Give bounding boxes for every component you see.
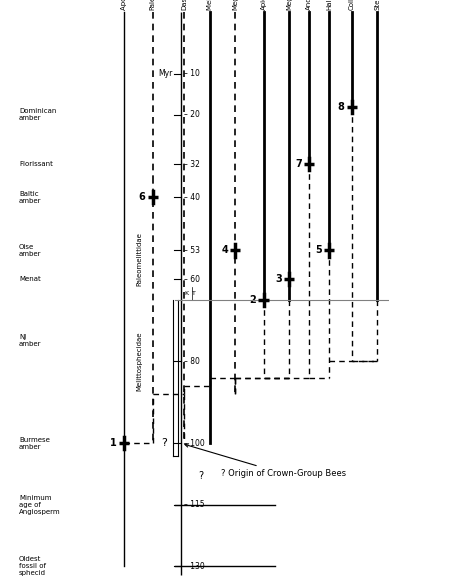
Text: 7: 7 <box>295 159 302 169</box>
Text: 1: 1 <box>110 438 117 448</box>
Text: – 130: – 130 <box>184 562 205 571</box>
Text: – 32: – 32 <box>184 160 200 168</box>
Text: – 53: – 53 <box>184 246 200 255</box>
Text: Burmese
amber: Burmese amber <box>19 437 50 450</box>
Text: 3: 3 <box>275 274 282 284</box>
Text: Dominican
amber: Dominican amber <box>19 109 56 122</box>
Text: Halictidae: Halictidae <box>326 0 332 10</box>
Text: K: K <box>184 291 188 295</box>
Text: – 40: – 40 <box>184 193 200 201</box>
Text: Colletidae: Colletidae <box>349 0 355 10</box>
Text: – 80: – 80 <box>184 357 200 366</box>
Text: Minimum
age of
Angiosperm: Minimum age of Angiosperm <box>19 495 61 515</box>
Text: ?: ? <box>161 438 167 448</box>
Text: 6: 6 <box>139 192 146 202</box>
Text: Apidae: Apidae <box>261 0 266 10</box>
Text: ?: ? <box>199 471 203 481</box>
Text: – 10: – 10 <box>184 69 200 79</box>
Text: Meganomidae: Meganomidae <box>232 0 238 10</box>
Text: Melittosphecidae: Melittosphecidae <box>137 332 143 391</box>
Text: 4: 4 <box>221 245 228 255</box>
Text: Oise
amber: Oise amber <box>19 244 41 257</box>
Text: Baltic
amber: Baltic amber <box>19 191 41 204</box>
Text: – 115: – 115 <box>184 500 205 510</box>
Text: Melittidae s.str.: Melittidae s.str. <box>207 0 212 10</box>
Text: 2: 2 <box>250 295 256 305</box>
Text: Florissant: Florissant <box>19 161 53 167</box>
Text: Myr: Myr <box>158 69 173 79</box>
Text: 5: 5 <box>315 245 322 255</box>
Text: Stenotritidae: Stenotritidae <box>374 0 380 10</box>
Text: – 100: – 100 <box>184 439 205 448</box>
Text: T: T <box>192 291 196 295</box>
Text: Oldest
fossil of
sphecid: Oldest fossil of sphecid <box>19 556 46 576</box>
Text: – 20: – 20 <box>184 110 200 119</box>
Text: ? Origin of Crown-Group Bees: ? Origin of Crown-Group Bees <box>185 444 346 478</box>
Text: – 60: – 60 <box>184 275 200 284</box>
Text: Paleomelittidae: Paleomelittidae <box>137 232 143 285</box>
Text: Megachilidae: Megachilidae <box>286 0 292 10</box>
Text: Dasypodaidae: Dasypodaidae <box>181 0 187 10</box>
Text: Apoid wasp: Apoid wasp <box>121 0 127 10</box>
Text: 8: 8 <box>337 102 345 112</box>
Text: Paleomelittidae: Paleomelittidae <box>150 0 155 10</box>
Text: NJ
amber: NJ amber <box>19 334 41 347</box>
Text: Andrenidae: Andrenidae <box>306 0 312 10</box>
Text: Menat: Menat <box>19 276 41 282</box>
